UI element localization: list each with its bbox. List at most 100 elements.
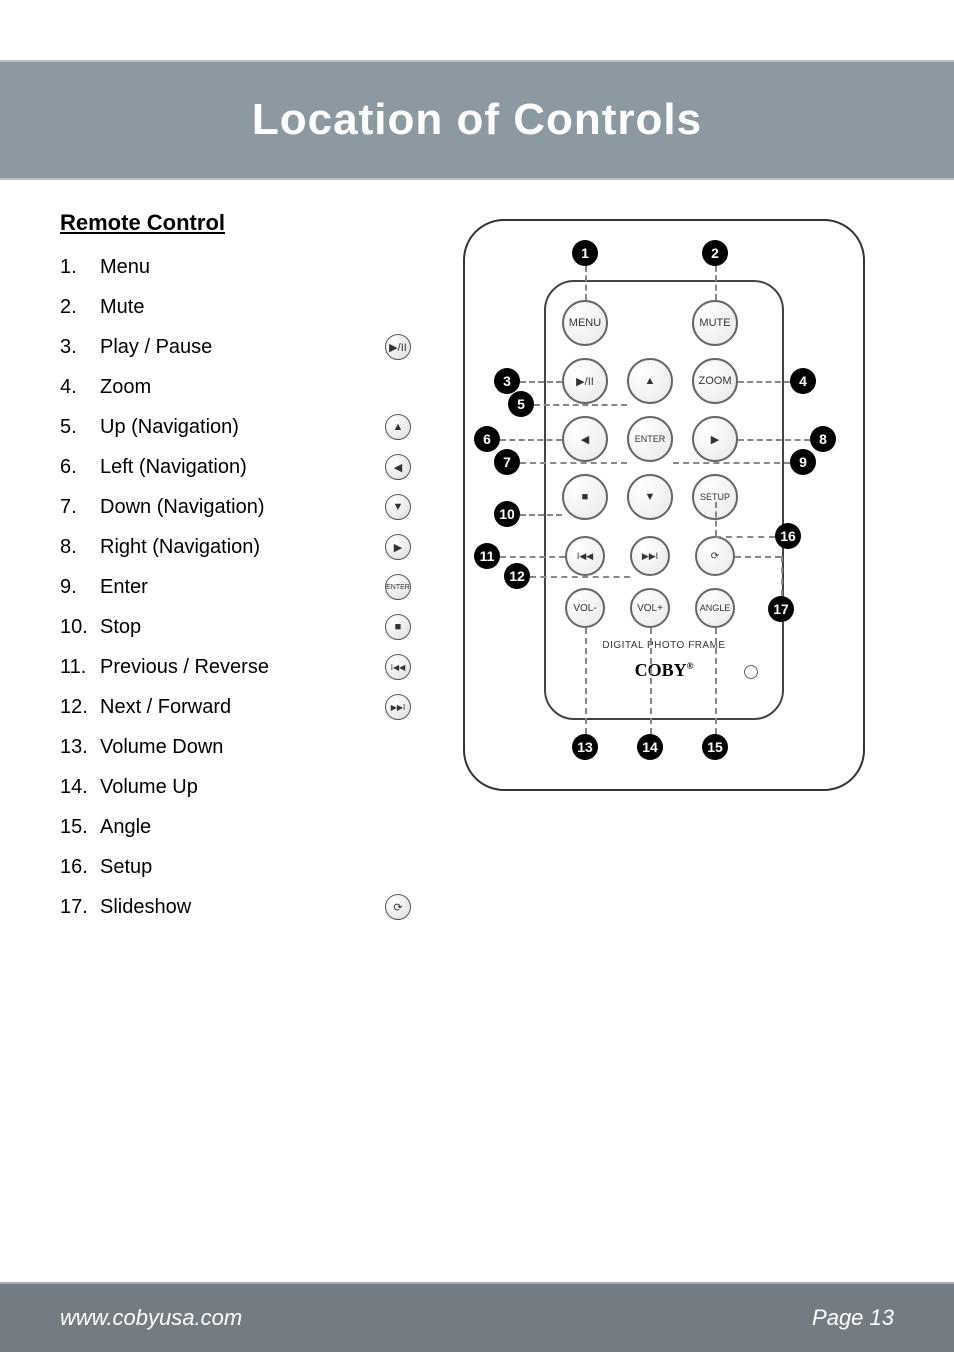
item-icon-col: ▶ [382, 534, 414, 560]
prev-icon: I◀◀ [385, 654, 411, 680]
item-num: 5. [60, 416, 100, 439]
item-num: 12. [60, 696, 100, 719]
item-label: Play / Pause [100, 336, 382, 359]
list-item: 16.Setup [60, 854, 414, 880]
stop-icon: ■ [385, 614, 411, 640]
next-button: ▶▶I [630, 536, 670, 576]
callout-badge: 5 [508, 391, 534, 417]
up-icon: ▲ [385, 414, 411, 440]
list-item: 5.Up (Navigation)▲ [60, 414, 414, 440]
list-item: 9.EnterENTER [60, 574, 414, 600]
item-num: 14. [60, 776, 100, 799]
down-button: ▼ [627, 474, 673, 520]
brand-logo-text: COBY [635, 660, 687, 680]
list-item: 6.Left (Navigation)◀ [60, 454, 414, 480]
callout-badge: 10 [494, 501, 520, 527]
left-column: Remote Control 1.Menu 2.Mute 3.Play / Pa… [60, 210, 414, 1282]
item-num: 10. [60, 616, 100, 639]
list-item: 12.Next / Forward▶▶I [60, 694, 414, 720]
banner-title: Location of Controls [252, 95, 702, 145]
callout-badge: 1 [572, 240, 598, 266]
item-label: Enter [100, 576, 382, 599]
list-item: 13.Volume Down [60, 734, 414, 760]
item-label: Slideshow [100, 896, 382, 919]
callout-line [534, 404, 627, 406]
list-item: 4.Zoom [60, 374, 414, 400]
item-num: 13. [60, 736, 100, 759]
callout-badge: 12 [504, 563, 530, 589]
item-icon-col: ENTER [382, 574, 414, 600]
slideshow-icon: ⟳ [385, 894, 411, 920]
content-area: Remote Control 1.Menu 2.Mute 3.Play / Pa… [0, 180, 954, 1282]
callout-line [735, 556, 781, 558]
list-item: 17.Slideshow⟳ [60, 894, 414, 920]
zoom-button: ZOOM [692, 358, 738, 404]
left-button: ◀ [562, 416, 608, 462]
item-num: 9. [60, 576, 100, 599]
list-item: 8.Right (Navigation)▶ [60, 534, 414, 560]
callout-line [673, 462, 790, 464]
brand-suffix: ® [687, 661, 694, 671]
callout-line [715, 502, 717, 536]
section-title: Remote Control [60, 210, 414, 236]
item-label: Previous / Reverse [100, 656, 382, 679]
list-item: 7.Down (Navigation)▼ [60, 494, 414, 520]
callout-line [715, 266, 717, 300]
mute-button: MUTE [692, 300, 738, 346]
item-label: Up (Navigation) [100, 416, 382, 439]
callout-badge: 15 [702, 734, 728, 760]
callout-badge: 2 [702, 240, 728, 266]
callout-badge: 17 [768, 596, 794, 622]
enter-icon: ENTER [385, 574, 411, 600]
item-icon-col: ▲ [382, 414, 414, 440]
item-label: Stop [100, 616, 382, 639]
menu-button: MENU [562, 300, 608, 346]
callout-line [738, 381, 790, 383]
callout-line [585, 628, 587, 734]
item-label: Right (Navigation) [100, 536, 382, 559]
item-num: 6. [60, 456, 100, 479]
callout-line [500, 556, 565, 558]
callout-line [781, 556, 783, 596]
item-label: Left (Navigation) [100, 456, 382, 479]
list-item: 1.Menu [60, 254, 414, 280]
item-label: Down (Navigation) [100, 496, 382, 519]
callout-badge: 4 [790, 368, 816, 394]
item-label: Volume Down [100, 736, 382, 759]
control-list: 1.Menu 2.Mute 3.Play / Pause▶/II 4.Zoom … [60, 254, 414, 920]
item-num: 11. [60, 656, 100, 679]
item-label: Zoom [100, 376, 382, 399]
stop-button: ■ [562, 474, 608, 520]
list-item: 3.Play / Pause▶/II [60, 334, 414, 360]
item-num: 7. [60, 496, 100, 519]
right-icon: ▶ [385, 534, 411, 560]
vol-down-button: VOL- [565, 588, 605, 628]
callout-line [738, 439, 810, 441]
enter-button: ENTER [627, 416, 673, 462]
brand-text: DIGITAL PHOTO FRAME [602, 640, 725, 651]
brand-logo: COBY® [635, 660, 694, 681]
vol-up-button: VOL+ [630, 588, 670, 628]
list-item: 2.Mute [60, 294, 414, 320]
up-button: ▲ [627, 358, 673, 404]
callout-line [715, 536, 775, 538]
callout-line [650, 628, 652, 734]
down-icon: ▼ [385, 494, 411, 520]
footer-page: Page 13 [812, 1305, 894, 1331]
item-icon-col: ◀ [382, 454, 414, 480]
callout-badge: 16 [775, 523, 801, 549]
remote-diagram: MENU MUTE ▶/II ▲ ZOOM ◀ ENTER ▶ ■ ▼ SETU… [454, 210, 874, 800]
list-item: 10.Stop■ [60, 614, 414, 640]
item-num: 15. [60, 816, 100, 839]
footer-url: www.cobyusa.com [60, 1305, 242, 1331]
left-icon: ◀ [385, 454, 411, 480]
callout-badge: 14 [637, 734, 663, 760]
next-icon: ▶▶I [385, 694, 411, 720]
item-label: Angle [100, 816, 382, 839]
item-label: Setup [100, 856, 382, 879]
led-indicator-icon [744, 665, 758, 679]
right-column: MENU MUTE ▶/II ▲ ZOOM ◀ ENTER ▶ ■ ▼ SETU… [434, 210, 894, 1282]
callout-line [520, 462, 627, 464]
item-num: 3. [60, 336, 100, 359]
item-num: 8. [60, 536, 100, 559]
